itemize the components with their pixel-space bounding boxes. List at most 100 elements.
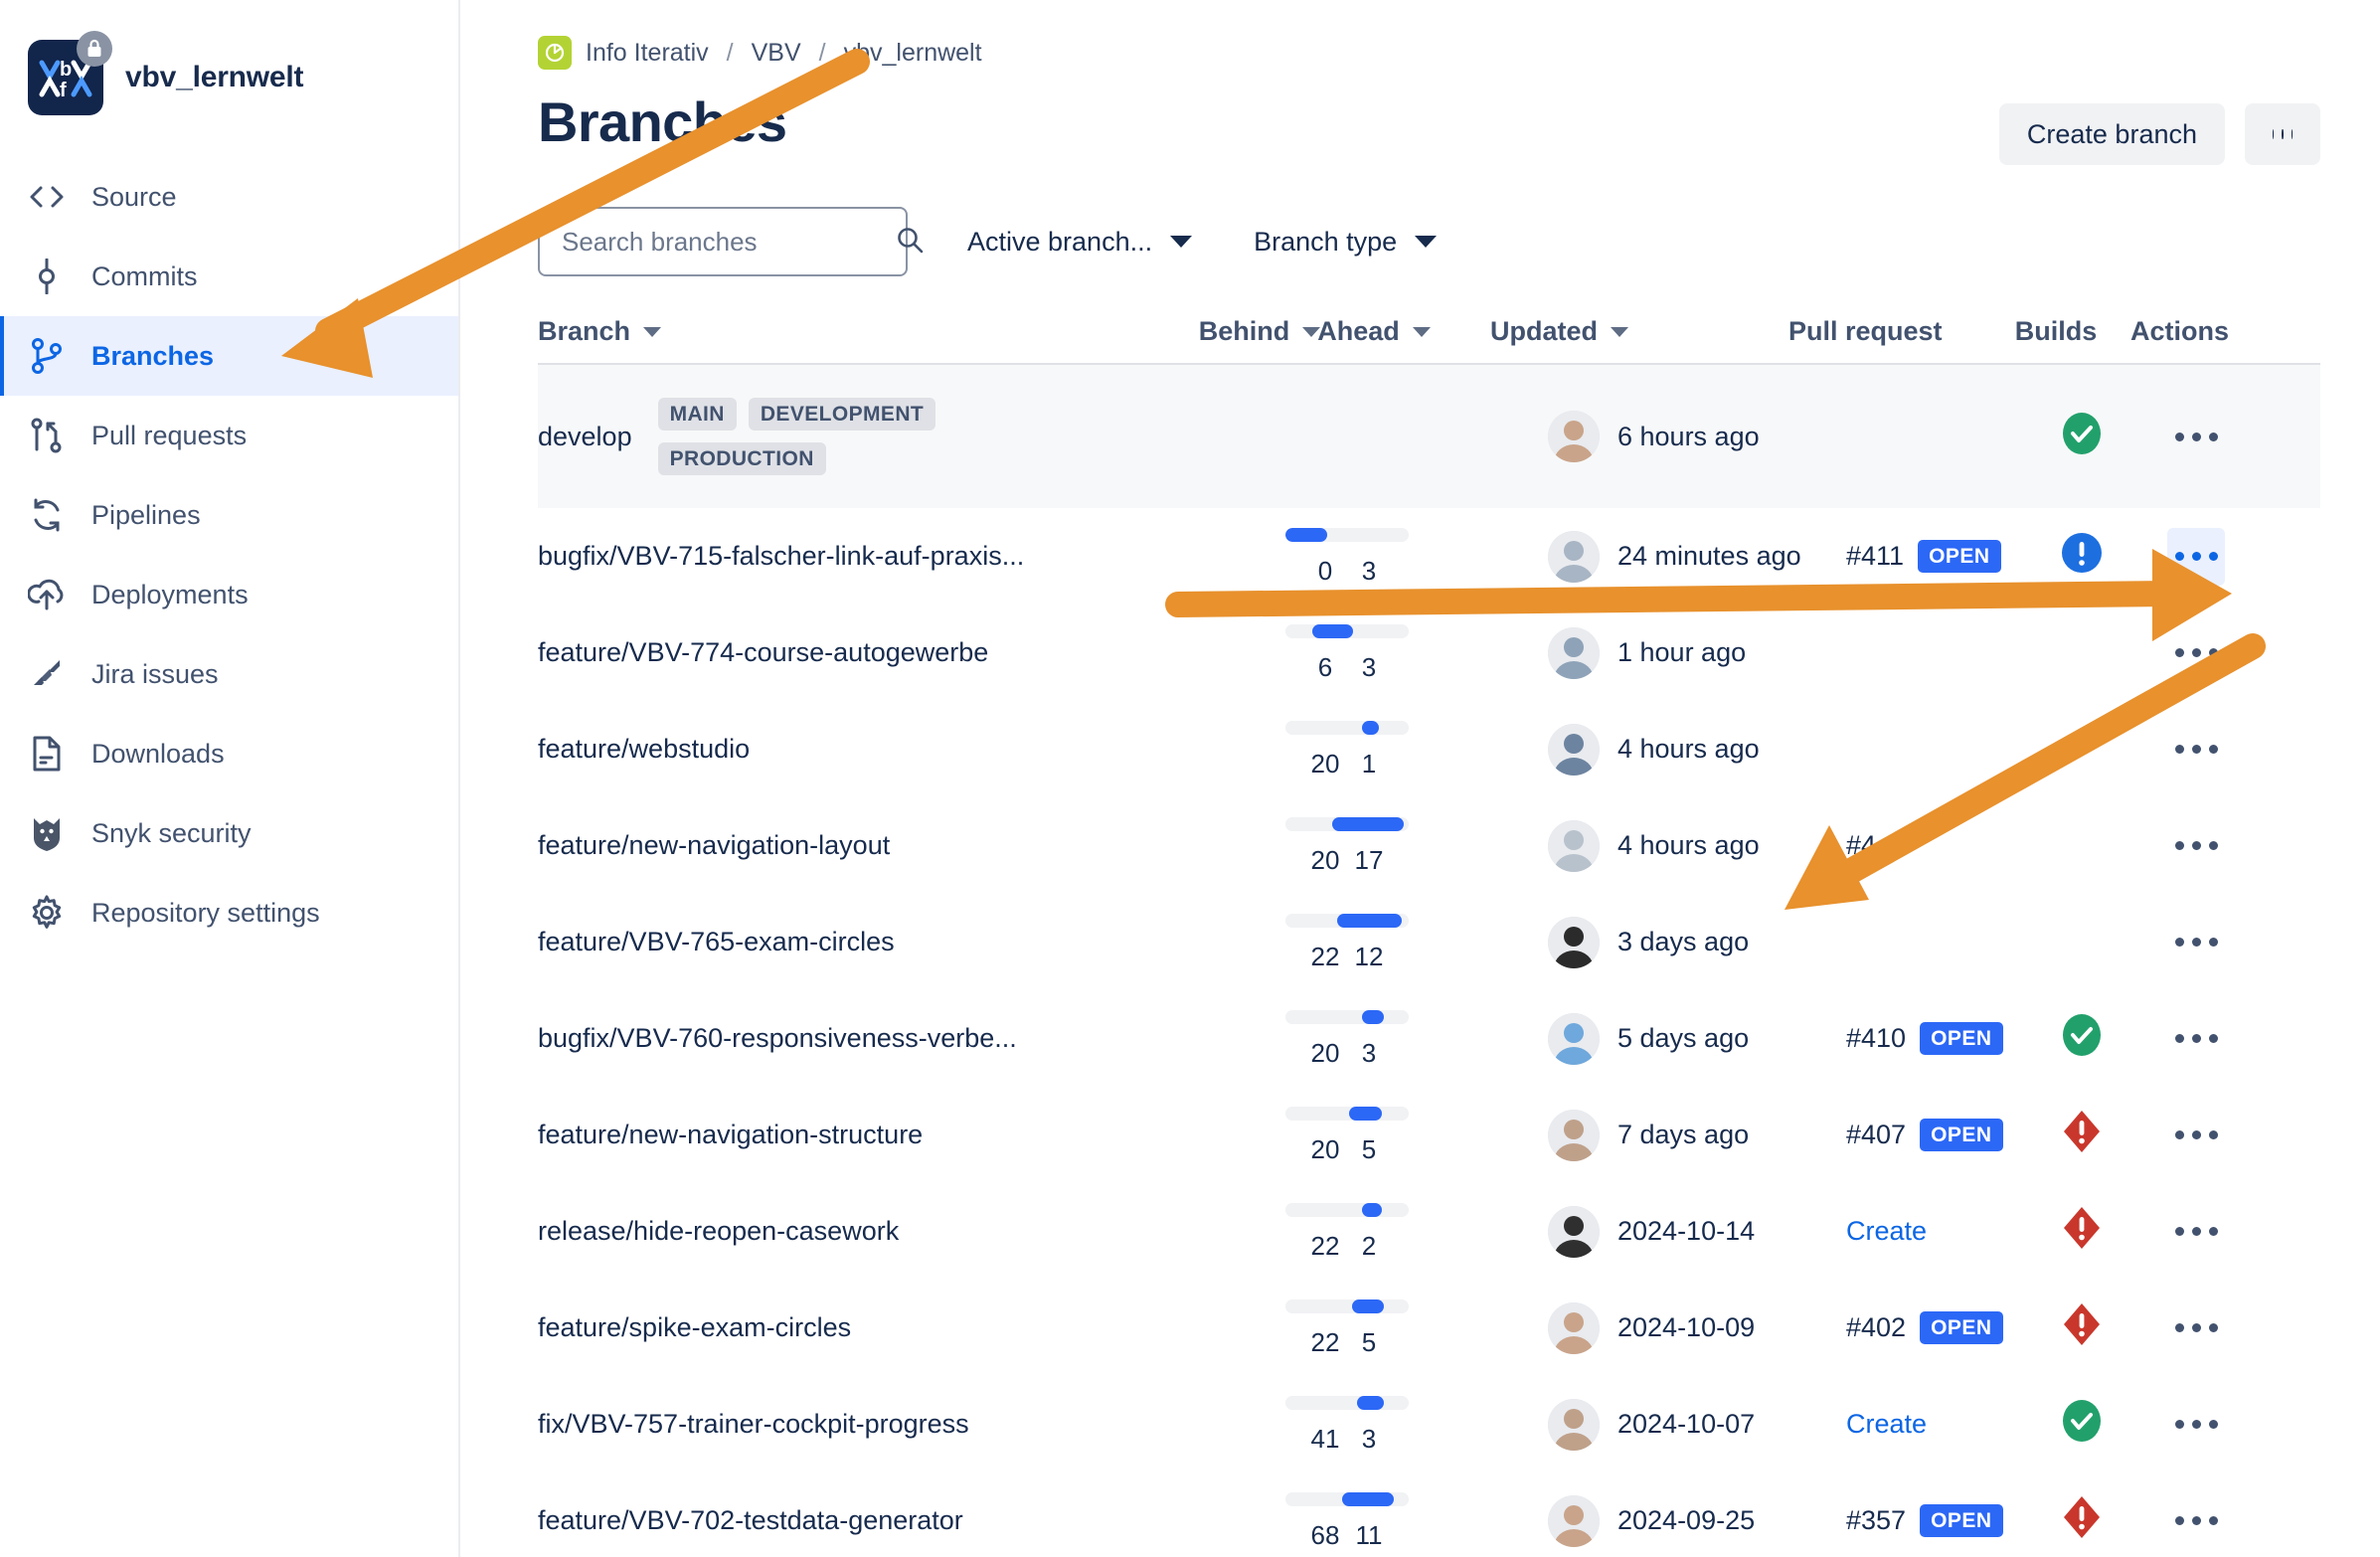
sidebar-item-snyk-security[interactable]: Snyk security [0, 793, 458, 873]
table-row[interactable]: feature/spike-exam-circles 22 5 2024-10-09 #… [538, 1280, 2320, 1376]
row-actions-button[interactable] [2167, 1299, 2225, 1357]
sidebar-item-pull-requests[interactable]: Pull requests [0, 396, 458, 475]
search-branches-box[interactable] [538, 207, 924, 276]
branch-name-link[interactable]: feature/new-navigation-structure [538, 1120, 924, 1149]
builds-cell[interactable] [2060, 1206, 2167, 1257]
column-header-updated[interactable]: Updated [1490, 316, 1788, 347]
sidebar-item-pipelines[interactable]: Pipelines [0, 475, 458, 555]
row-actions-button[interactable] [2167, 721, 2225, 778]
sidebar-item-deployments[interactable]: Deployments [0, 555, 458, 634]
breadcrumb-item-repository[interactable]: vbv_lernwelt [843, 38, 982, 67]
branch-name-link[interactable]: develop [538, 421, 632, 451]
branch-name-link[interactable]: feature/VBV-702-testdata-generator [538, 1505, 963, 1535]
row-actions-button[interactable] [2167, 624, 2225, 682]
row-actions-button[interactable] [2167, 817, 2225, 875]
build-success-icon [2063, 1400, 2101, 1442]
branch-name-link[interactable]: feature/new-navigation-layout [538, 830, 891, 860]
search-icon [895, 225, 925, 260]
branch-name-link[interactable]: bugfix/VBV-760-responsiveness-verbe... [538, 1023, 1017, 1053]
updated-cell: 6 hours ago [1548, 411, 1846, 462]
table-row[interactable]: feature/new-navigation-layout 20 17 4 hours… [538, 797, 2320, 894]
branch-state-filter[interactable]: Active branch... [947, 211, 1212, 272]
branch-name-link[interactable]: feature/spike-exam-circles [538, 1312, 852, 1342]
table-row[interactable]: develop MAIN DEVELOPMENT PRODUCTION 6 hours … [538, 365, 2320, 508]
updated-cell: 2024-10-09 [1548, 1301, 1846, 1354]
row-actions-button[interactable] [2167, 1203, 2225, 1261]
branch-name-link[interactable]: feature/webstudio [538, 734, 751, 764]
branch-cell: release/hide-reopen-casework [538, 1216, 1204, 1247]
sidebar-item-downloads[interactable]: Downloads [0, 714, 458, 793]
row-actions-button[interactable] [2167, 1492, 2225, 1550]
row-actions-button[interactable] [2167, 1107, 2225, 1164]
ellipsis-dot-icon [2191, 432, 2201, 441]
pull-request-cell: #407 OPEN [1846, 1119, 2060, 1151]
create-branch-button[interactable]: Create branch [1998, 103, 2225, 165]
builds-cell[interactable] [2060, 412, 2167, 462]
pull-request-number[interactable]: #411 [1846, 541, 1905, 571]
pull-request-cell: #357 OPEN [1846, 1504, 2060, 1537]
row-actions-button[interactable] [2167, 1396, 2225, 1454]
row-actions-button[interactable] [2167, 408, 2225, 465]
sidebar-item-label: Snyk security [91, 817, 252, 848]
page-more-actions-button[interactable] [2245, 103, 2320, 165]
pull-request-cell: Create [1846, 1409, 2060, 1440]
actions-cell [2167, 1203, 2287, 1261]
pull-request-number[interactable]: #357 [1846, 1505, 1907, 1535]
search-input[interactable] [562, 226, 895, 258]
sidebar-item-commits[interactable]: Commits [0, 237, 458, 316]
table-row[interactable]: feature/VBV-702-testdata-generator 68 11 20… [538, 1472, 2320, 1557]
builds-cell[interactable] [2060, 1399, 2167, 1450]
builds-cell[interactable] [2060, 1110, 2167, 1160]
sidebar-item-jira-issues[interactable]: Jira issues [0, 634, 458, 714]
branch-name-link[interactable]: feature/VBV-765-exam-circles [538, 927, 895, 956]
ellipsis-dot-icon [2174, 745, 2184, 754]
sidebar-item-source[interactable]: Source [0, 157, 458, 237]
ellipsis-dot-icon [2282, 129, 2284, 139]
pull-request-number[interactable]: #407 [1846, 1120, 1907, 1149]
table-row[interactable]: feature/VBV-774-course-autogewerbe 6 3 1 ho… [538, 605, 2320, 701]
build-success-icon [2063, 1014, 2101, 1056]
builds-cell[interactable] [2060, 1495, 2167, 1546]
pull-request-number[interactable]: #402 [1846, 1312, 1907, 1342]
create-pull-request-link[interactable]: Create [1846, 1409, 1928, 1439]
repository-header[interactable]: b f vbv_lernwelt [0, 30, 458, 115]
table-row[interactable]: release/hide-reopen-casework 22 2 2024-10-1… [538, 1183, 2320, 1280]
branch-name-link[interactable]: feature/VBV-774-course-autogewerbe [538, 637, 989, 667]
pull-request-number[interactable]: #4 [1846, 830, 1877, 860]
breadcrumb-item-workspace[interactable]: Info Iterativ [586, 38, 709, 67]
ellipsis-dot-icon [2208, 1323, 2218, 1332]
behind-ahead-bar [1285, 1298, 1409, 1313]
sidebar-item-repository-settings[interactable]: Repository settings [0, 873, 458, 952]
table-row[interactable]: bugfix/VBV-715-falscher-link-auf-praxis.… [538, 508, 2320, 605]
row-actions-button[interactable] [2167, 914, 2225, 971]
table-row[interactable]: bugfix/VBV-760-responsiveness-verbe... 20… [538, 990, 2320, 1087]
sidebar-item-branches[interactable]: Branches [0, 316, 458, 396]
builds-cell[interactable] [2060, 1013, 2167, 1064]
ellipsis-dot-icon [2208, 841, 2218, 850]
ellipsis-dot-icon [2191, 1420, 2201, 1429]
column-header-branch[interactable]: Branch [538, 316, 1204, 347]
actions-cell [2167, 817, 2287, 875]
table-row[interactable]: feature/VBV-765-exam-circles 22 12 3 days a… [538, 894, 2320, 990]
branch-name-link[interactable]: release/hide-reopen-casework [538, 1216, 900, 1246]
column-header-ahead[interactable]: Ahead [1315, 316, 1433, 347]
branch-name-link[interactable]: bugfix/VBV-715-falscher-link-auf-praxis.… [538, 541, 1025, 571]
breadcrumb-item-project[interactable]: VBV [751, 38, 801, 67]
column-header-behind[interactable]: Behind [1199, 316, 1321, 347]
row-actions-button[interactable] [2167, 1010, 2225, 1068]
branch-cell: bugfix/VBV-715-falscher-link-auf-praxis.… [538, 541, 1204, 572]
builds-cell[interactable] [2060, 531, 2167, 582]
ellipsis-dot-icon [2174, 1420, 2184, 1429]
pull-request-number[interactable]: #410 [1846, 1023, 1907, 1053]
updated-timestamp: 4 hours ago [1617, 830, 1760, 860]
row-actions-button[interactable] [2167, 527, 2225, 586]
table-row[interactable]: feature/webstudio 20 1 4 hours ago [538, 701, 2320, 797]
ahead-count: 3 [1361, 555, 1377, 586]
table-row[interactable]: feature/new-navigation-structure 20 5 7 day… [538, 1087, 2320, 1183]
create-pull-request-link[interactable]: Create [1846, 1216, 1928, 1246]
branch-name-link[interactable]: fix/VBV-757-trainer-cockpit-progress [538, 1409, 969, 1439]
updated-timestamp: 2024-10-09 [1617, 1312, 1756, 1342]
table-row[interactable]: fix/VBV-757-trainer-cockpit-progress 41 3 2… [538, 1376, 2320, 1472]
branch-type-filter[interactable]: Branch type [1234, 211, 1456, 272]
builds-cell[interactable] [2060, 1302, 2167, 1353]
